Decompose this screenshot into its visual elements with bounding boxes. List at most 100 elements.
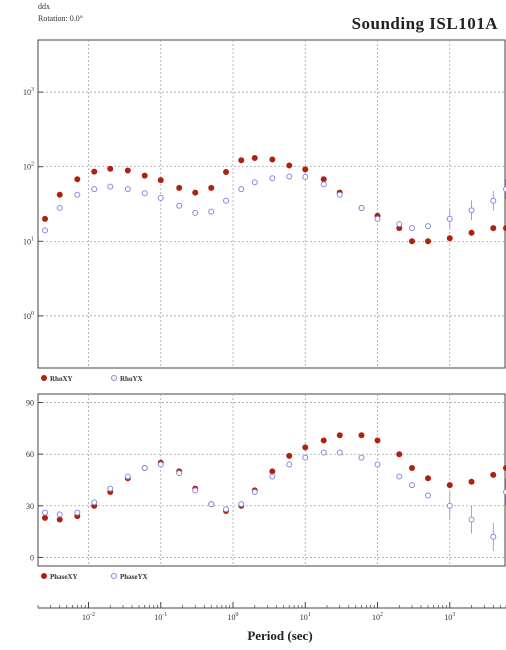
data-point [408,238,415,245]
data-point [107,485,114,492]
data-point [320,176,327,183]
data-point [269,473,276,480]
data-point [358,454,365,461]
legend: PhaseXY PhaseYX [41,573,148,581]
data-point [192,209,199,216]
legend-label: PhaseXY [50,573,78,581]
data-point [408,464,415,471]
data-point [124,167,131,174]
data-point [223,506,230,513]
data-point [91,499,98,506]
data-point [124,186,131,193]
data-point [157,177,164,184]
chart-title: Sounding ISL101A [351,14,498,33]
data-point [408,482,415,489]
data-point [503,225,506,232]
y-tick-label: 30 [26,502,34,511]
data-point [446,502,453,509]
data-point [124,473,131,480]
data-point [141,464,148,471]
data-point [396,451,403,458]
x-tick-label: 103 [444,612,455,622]
data-point [468,478,475,485]
x-tick-label: 101 [300,612,311,622]
data-point [42,215,49,222]
y-tick-label: 90 [26,399,34,408]
data-point [396,221,403,228]
data-point [503,489,506,496]
data-point [208,184,215,191]
data-point [107,165,114,172]
data-point [503,186,506,193]
data-point [425,492,432,499]
legend-label: RhoYX [120,375,143,383]
phase-panel: 0 30 60 90 PhaseXY PhaseYX [26,393,506,581]
y-tick-label: 102 [23,162,34,172]
data-point [446,482,453,489]
period-axis: 10-2 10-1 100 101 102 103 [37,602,506,622]
data-point [91,186,98,193]
data-point [157,195,164,202]
data-point [223,168,230,175]
legend-marker [111,573,117,579]
data-point [446,235,453,242]
data-point [490,225,497,232]
legend-marker [41,573,47,579]
data-point [141,172,148,179]
data-point [490,533,497,540]
x-tick-label: 100 [228,612,239,622]
data-point [286,162,293,169]
data-point [302,173,309,180]
data-point [269,156,276,163]
plot-frame [37,39,506,369]
data-point [176,470,183,477]
data-point [269,175,276,182]
data-point [107,183,114,190]
data-point [176,184,183,191]
data-point [286,461,293,468]
data-point [91,168,98,175]
data-point [320,181,327,188]
x-tick-label: 10-1 [154,612,167,622]
y-tick-label: 0 [30,553,34,562]
data-point [336,449,343,456]
units-label: ddx [38,2,50,11]
data-point [42,227,49,234]
data-point [358,204,365,211]
rotation-label: Rotation: 0.0° [38,14,83,23]
data-point [374,461,381,468]
data-point [425,238,432,245]
legend-label: PhaseYX [120,573,148,581]
y-tick-label: 101 [23,236,34,246]
data-point [336,191,343,198]
data-point [302,444,309,451]
data-point [302,166,309,173]
data-point [157,461,164,468]
x-axis-label: Period (sec) [247,628,312,643]
data-point [251,154,258,161]
data-point [141,190,148,197]
data-point [396,473,403,480]
resistivity-panel: 100 101 102 103 RhoXY RhoYX [23,39,506,383]
legend-marker [111,375,117,381]
data-point [408,225,415,232]
data-point [425,475,432,482]
legend-marker [41,375,47,381]
data-point [74,176,81,183]
data-point [238,501,245,508]
data-point [238,186,245,193]
data-point [238,157,245,164]
data-point [358,432,365,439]
data-point [251,179,258,186]
plot-frame [37,393,506,567]
data-point [56,191,63,198]
data-point [336,432,343,439]
data-point [320,437,327,444]
legend: RhoXY RhoYX [41,375,143,383]
data-point [74,191,81,198]
data-point [192,487,199,494]
y-tick-label: 103 [23,87,34,97]
data-point [42,514,49,521]
data-point [320,449,327,456]
